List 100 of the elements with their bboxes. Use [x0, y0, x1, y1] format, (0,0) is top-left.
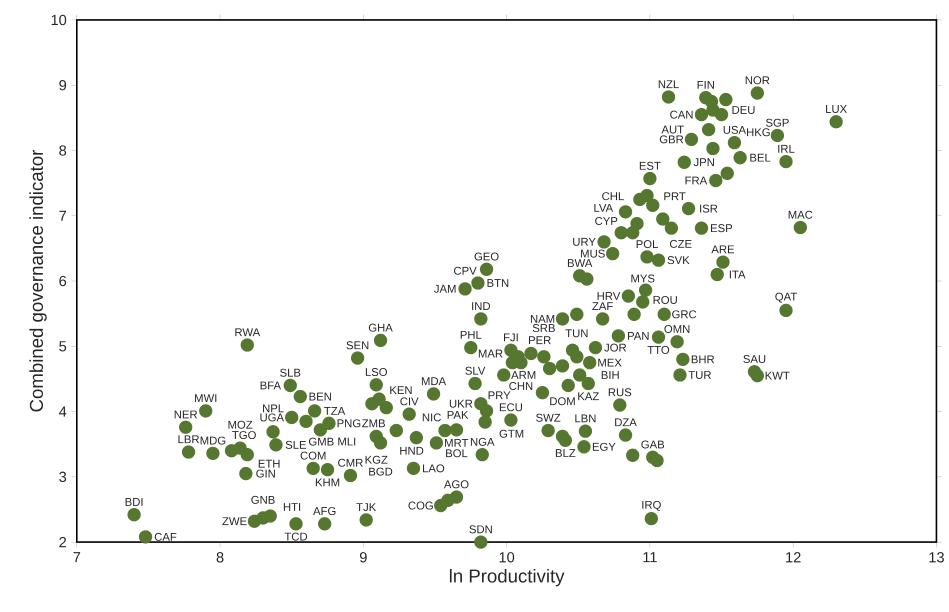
annotation: BOL [446, 449, 468, 458]
x-tick-label: 12 [786, 552, 801, 562]
annotation: RUS [608, 388, 632, 396]
annotation: ZMB [362, 419, 385, 428]
y-tick-label: 10 [52, 14, 66, 25]
annotation: GRC [672, 310, 696, 318]
annotation: TZA [324, 406, 346, 415]
annotation: DZA [615, 418, 637, 426]
annotation: RWA [235, 328, 260, 336]
annotation: NGA [470, 438, 494, 446]
x-tick-label: 10 [500, 552, 514, 562]
annotation: ROU [654, 296, 677, 304]
annotation: CMR [338, 458, 363, 467]
annotation: FJI [504, 333, 518, 342]
annotation: CIV [400, 397, 419, 406]
annotation: LSO [366, 368, 388, 376]
annotation: MAC [788, 210, 812, 219]
annotation: ZWE [222, 517, 247, 525]
annotation: LUX [826, 104, 847, 113]
annotation: CHL [602, 192, 624, 200]
annotation: AUT [661, 126, 684, 134]
annotation: SLE [286, 440, 306, 449]
annotation: NAM [530, 314, 554, 323]
annotation: PNG [338, 419, 360, 428]
annotation: JPN [694, 158, 714, 166]
annotation: JOR [604, 343, 626, 352]
annotation: AFG [313, 506, 336, 515]
annotation: IRL [778, 144, 794, 153]
annotation: SGP [766, 118, 789, 127]
annotation: NZL [658, 80, 679, 88]
annotation: PAK [448, 410, 468, 419]
annotation: EGY [592, 442, 616, 451]
annotation: CZE [670, 240, 692, 248]
annotation: GMB [309, 437, 334, 446]
annotation: BGD [369, 467, 392, 476]
annotation: COG [408, 501, 433, 510]
annotation: DOM [550, 397, 575, 406]
annotation: NOR [746, 76, 770, 84]
annotation: GBR [660, 135, 684, 144]
y-tick-label: 2 [59, 536, 66, 548]
annotation: GTM [500, 430, 524, 438]
annotation: HTI [284, 502, 300, 511]
annotation: BWA [568, 258, 592, 267]
annotation: CAN [670, 110, 693, 118]
x-tick-label: 13 [929, 552, 944, 562]
annotation: GIN [256, 469, 275, 478]
annotation: FRA [685, 176, 708, 184]
annotation: AGO [444, 480, 468, 488]
annotation: BEL [750, 154, 770, 162]
annotation: IND [472, 302, 490, 310]
annotation: BFA [260, 381, 282, 390]
annotation: MUS [581, 249, 605, 258]
annotation: SWZ [536, 414, 560, 422]
annotation: CHN [509, 382, 532, 390]
annotation: EST [640, 162, 661, 170]
annotation: MDG [200, 436, 226, 444]
annotation: SEN [346, 341, 368, 350]
annotation: LVA [594, 204, 614, 212]
annotation: ISR [700, 204, 718, 212]
annotation: MYS [631, 274, 654, 282]
annotation: JAM [434, 284, 456, 293]
annotation: MAR [478, 350, 503, 358]
annotation: ITA [730, 270, 746, 278]
y-tick-label: 4 [58, 406, 66, 416]
annotation: HND [400, 446, 424, 454]
annotation: NER [174, 410, 198, 418]
annotation: NPL [263, 404, 284, 412]
annotation: ARM [511, 370, 536, 379]
annotation: GAB [641, 440, 664, 448]
annotation: TTO [648, 346, 670, 354]
y-tick-label: 8 [59, 145, 66, 156]
annotation: CAF [154, 532, 176, 541]
annotation: MDA [422, 377, 446, 385]
annotation: HKG [747, 128, 770, 136]
annotation: MRT [445, 438, 468, 447]
annotation: PAN [628, 332, 649, 340]
annotation: BHR [692, 355, 714, 364]
annotation: ESP [711, 224, 732, 232]
annotation: QAT [775, 292, 797, 302]
annotation: LBR [178, 435, 200, 443]
annotation: SRB [532, 324, 555, 332]
annotation: IRQ [642, 500, 661, 511]
annotation: ARE [711, 245, 734, 254]
annotation: TJK [356, 503, 376, 511]
annotation: TUN [565, 329, 588, 338]
y-tick-label: 7 [59, 210, 66, 221]
annotation: ECU [500, 403, 522, 412]
annotation: CYP [595, 216, 618, 225]
annotation: SVK [668, 256, 690, 264]
annotation: PHL [460, 330, 482, 339]
y-axis-title: Combined governance indicator [29, 150, 47, 412]
annotation: COM [300, 451, 326, 460]
annotation: PRY [488, 391, 510, 399]
annotation: NIC [422, 413, 441, 422]
annotation: PER [528, 336, 551, 344]
y-tick-label: 6 [59, 276, 66, 286]
annotation: GEO [474, 252, 499, 260]
annotation: TCD [284, 532, 308, 540]
annotation: SDN [469, 525, 492, 534]
annotation: SLV [465, 366, 486, 375]
